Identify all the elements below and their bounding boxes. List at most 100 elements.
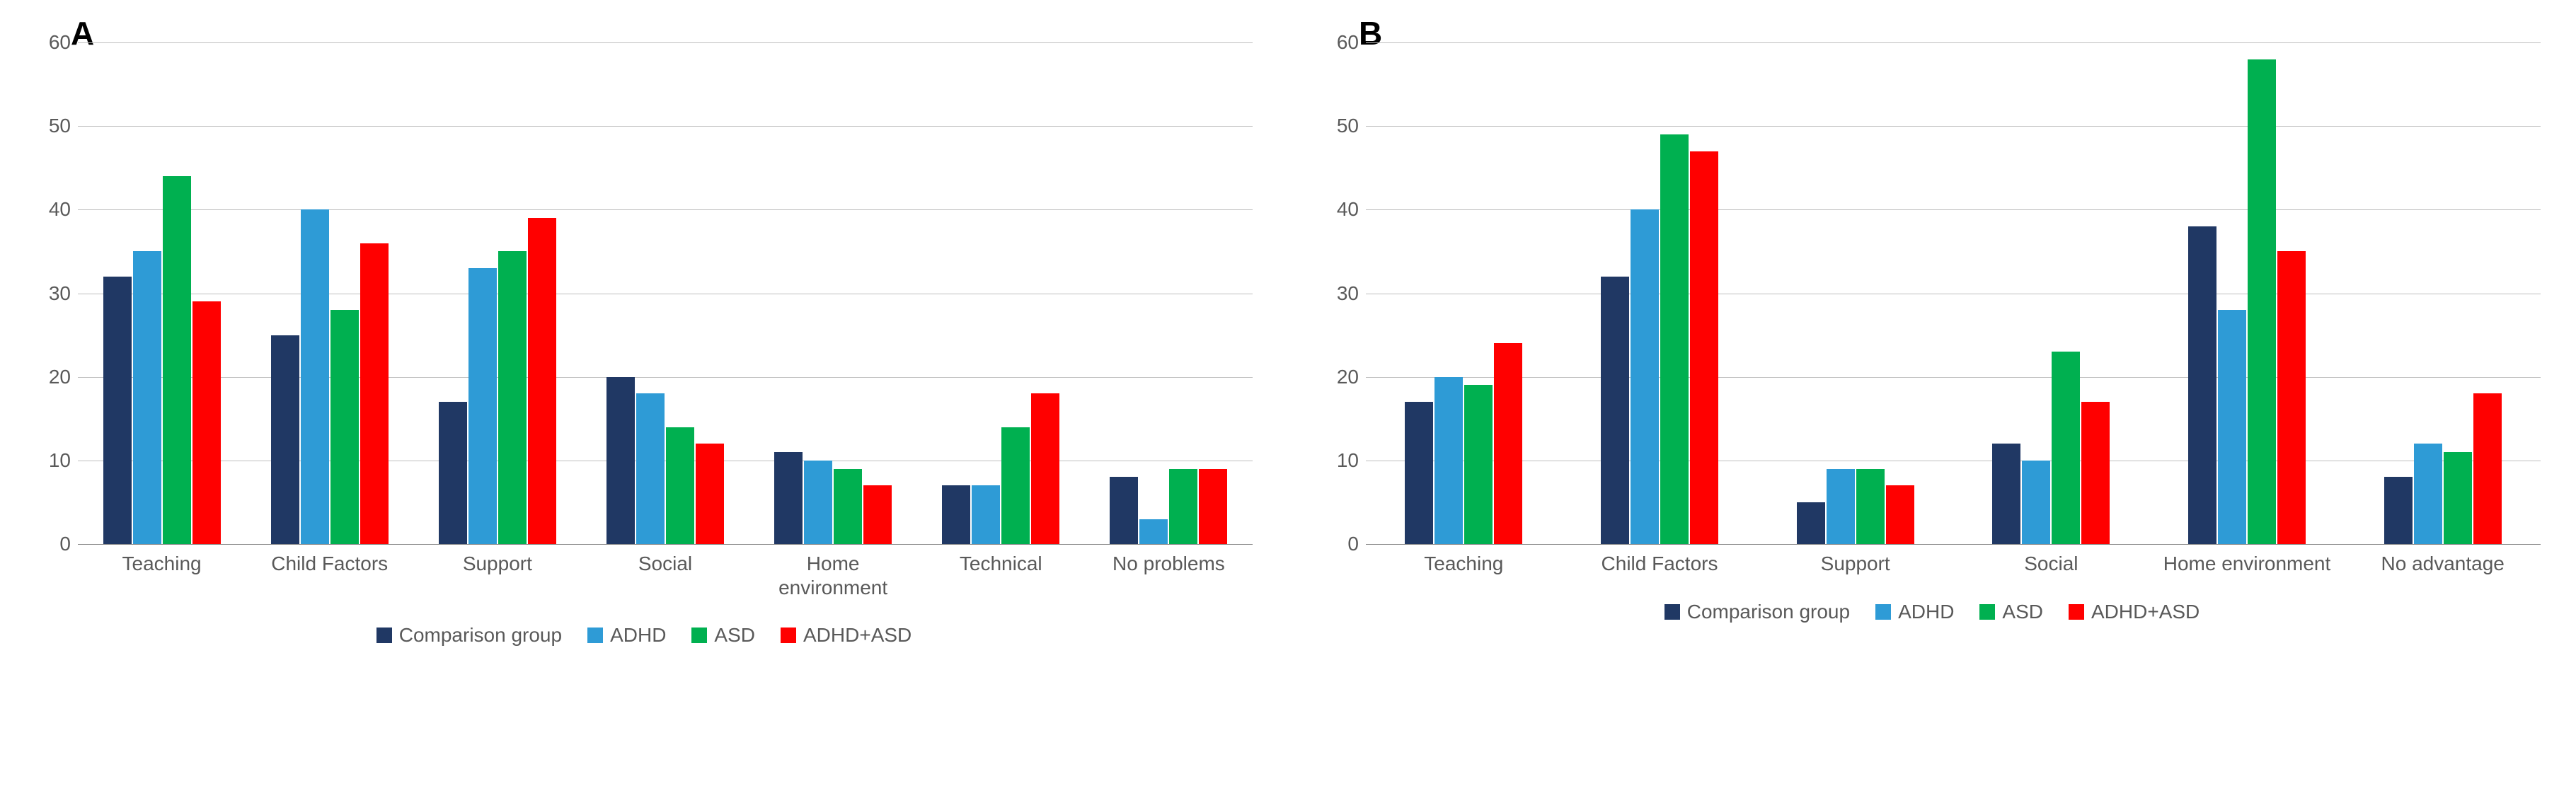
category-label: Social <box>581 552 749 599</box>
legend-label: Comparison group <box>1687 601 1850 623</box>
bar-groups <box>78 42 1253 544</box>
bar <box>2022 461 2050 544</box>
bar-group <box>78 42 246 544</box>
bar <box>972 485 1000 544</box>
bar <box>1464 385 1493 544</box>
bar <box>1405 402 1433 544</box>
bar <box>774 452 803 544</box>
bar <box>439 402 467 544</box>
ytick-label: 30 <box>1327 282 1359 305</box>
category-label: No advantage <box>2345 552 2541 576</box>
legend-item: ADHD <box>587 624 666 647</box>
chart-area: 0102030405060 <box>1366 14 2541 545</box>
legend-swatch <box>587 628 603 643</box>
bar <box>1886 485 1914 544</box>
category-label: Technical <box>917 552 1085 599</box>
category-labels: TeachingChild FactorsSupportSocialHome e… <box>1366 552 2541 576</box>
category-label: Child Factors <box>246 552 413 599</box>
panel-a: A0102030405060TeachingChild FactorsSuppo… <box>28 14 1260 647</box>
bar <box>834 469 862 544</box>
ytick-label: 0 <box>39 533 71 555</box>
legend-swatch <box>781 628 796 643</box>
legend: Comparison group ADHD ASD ADHD+ASD <box>1316 601 2548 623</box>
bar-group <box>1562 42 1758 544</box>
bar <box>2081 402 2110 544</box>
bar <box>636 393 665 544</box>
legend-label: ADHD+ASD <box>2091 601 2200 623</box>
legend-item: ASD <box>691 624 755 647</box>
category-label: Social <box>1953 552 2149 576</box>
ytick-label: 60 <box>39 31 71 54</box>
bar <box>1031 393 1059 544</box>
bar-group <box>1085 42 1253 544</box>
bar-group <box>246 42 413 544</box>
bar <box>1199 469 1227 544</box>
bar <box>528 218 556 544</box>
legend-item: ADHD <box>1875 601 1954 623</box>
legend-item: ADHD+ASD <box>781 624 912 647</box>
legend-swatch <box>691 628 707 643</box>
ytick-label: 50 <box>39 115 71 137</box>
legend-swatch <box>376 628 392 643</box>
panels-container: A0102030405060TeachingChild FactorsSuppo… <box>28 14 2548 647</box>
bar <box>192 301 221 544</box>
plot-region: 0102030405060 <box>78 42 1253 544</box>
bar <box>271 335 299 544</box>
bar <box>696 444 724 544</box>
bar <box>1601 277 1629 544</box>
category-label: Child Factors <box>1562 552 1758 576</box>
legend-swatch <box>1664 604 1680 620</box>
bar <box>468 268 497 544</box>
bar <box>1169 469 1197 544</box>
bar <box>301 209 329 544</box>
bar <box>1434 377 1463 544</box>
bar-group <box>1757 42 1953 544</box>
bar <box>1139 519 1168 544</box>
legend-item: Comparison group <box>376 624 562 647</box>
bar <box>163 176 191 544</box>
bar <box>103 277 132 544</box>
legend-label: ADHD <box>1898 601 1954 623</box>
bar-group <box>2345 42 2541 544</box>
bar <box>1797 502 1825 544</box>
category-labels: TeachingChild FactorsSupportSocialHome e… <box>78 552 1253 599</box>
ytick-label: 10 <box>39 449 71 472</box>
bar <box>360 243 389 544</box>
ytick-label: 20 <box>1327 366 1359 388</box>
bar <box>863 485 892 544</box>
ytick-label: 60 <box>1327 31 1359 54</box>
legend-label: Comparison group <box>399 624 562 647</box>
category-label: No problems <box>1085 552 1253 599</box>
category-label: Teaching <box>1366 552 1562 576</box>
category-label: Teaching <box>78 552 246 599</box>
legend-swatch <box>2069 604 2084 620</box>
ytick-label: 30 <box>39 282 71 305</box>
legend-item: ADHD+ASD <box>2069 601 2200 623</box>
legend-swatch <box>1875 604 1891 620</box>
category-label: Support <box>1757 552 1953 576</box>
legend-label: ADHD+ASD <box>803 624 912 647</box>
ytick-label: 0 <box>1327 533 1359 555</box>
bar <box>498 251 527 544</box>
bar-group <box>1366 42 1562 544</box>
bar <box>1660 134 1689 544</box>
ytick-label: 50 <box>1327 115 1359 137</box>
legend-swatch <box>1979 604 1995 620</box>
legend-label: ASD <box>2002 601 2043 623</box>
bar <box>330 310 359 544</box>
bar <box>1827 469 1855 544</box>
bar <box>2218 310 2246 544</box>
ytick-label: 10 <box>1327 449 1359 472</box>
bar <box>2473 393 2502 544</box>
legend-item: ASD <box>1979 601 2043 623</box>
bar <box>1631 209 1659 544</box>
bar <box>804 461 832 544</box>
ytick-label: 20 <box>39 366 71 388</box>
bar-group <box>2149 42 2345 544</box>
bar <box>666 427 694 544</box>
bar <box>133 251 161 544</box>
bar <box>2444 452 2472 544</box>
bar <box>942 485 970 544</box>
legend-label: ASD <box>714 624 755 647</box>
category-label: Home environment <box>749 552 917 599</box>
